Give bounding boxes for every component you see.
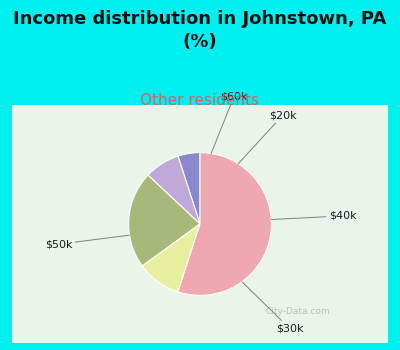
Wedge shape (178, 153, 200, 224)
Wedge shape (148, 156, 200, 224)
Text: $40k: $40k (271, 211, 356, 221)
Wedge shape (178, 153, 271, 295)
Wedge shape (129, 175, 200, 266)
Text: $60k: $60k (211, 92, 248, 154)
Text: $50k: $50k (45, 235, 130, 249)
Wedge shape (142, 224, 200, 292)
Text: City-Data.com: City-Data.com (266, 307, 330, 316)
Text: Income distribution in Johnstown, PA
(%): Income distribution in Johnstown, PA (%) (13, 10, 387, 51)
Text: $20k: $20k (238, 110, 297, 164)
Text: Other residents: Other residents (140, 93, 260, 108)
Text: $30k: $30k (242, 282, 303, 333)
